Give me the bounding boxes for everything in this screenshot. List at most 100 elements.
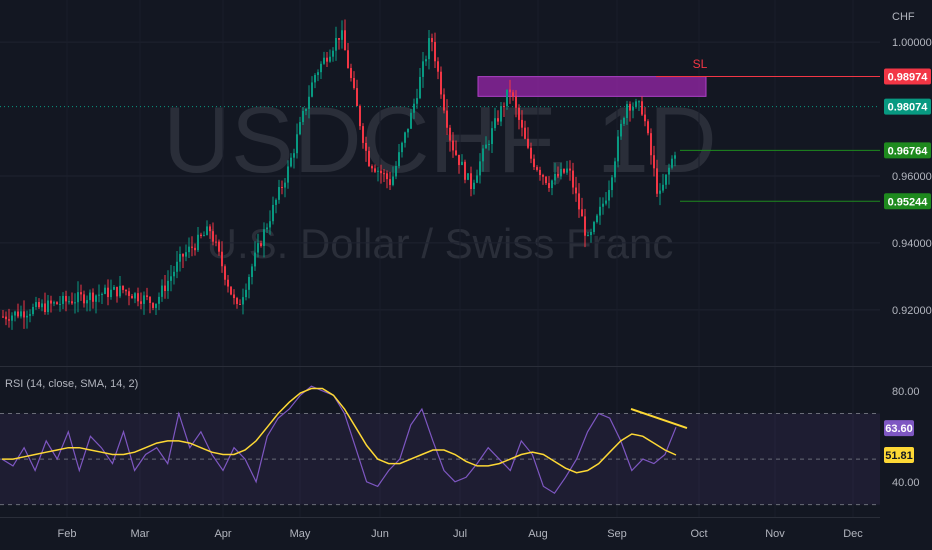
candle-body (638, 101, 640, 103)
rsi-tag-value: 63.60 (885, 423, 913, 435)
time-axis-label: Dec (843, 528, 863, 540)
candle-body (389, 179, 391, 185)
candle-body (188, 246, 190, 253)
price-tag-target2[interactable] (884, 193, 931, 210)
candle-body (602, 203, 604, 207)
candle-body (11, 315, 13, 321)
candle-body (425, 59, 427, 62)
watermark-symbol: USDCHF, 1D (163, 87, 717, 192)
price-tag-target1[interactable] (884, 142, 931, 159)
candle-body (359, 105, 361, 127)
candle-body (533, 158, 535, 168)
time-axis-label: Feb (58, 528, 77, 540)
price-tag-current[interactable] (884, 98, 931, 115)
candle-body (278, 187, 280, 200)
candle-body (89, 292, 91, 301)
candle-body (281, 187, 283, 189)
price-axis: CHF 1.00000 0.96000 0.94000 0.92000 (892, 11, 932, 317)
candle-body (5, 316, 7, 320)
candle-body (353, 78, 355, 89)
candle-body (242, 297, 244, 305)
candle-body (656, 168, 658, 194)
price-axis-currency: CHF (892, 11, 915, 23)
candle-body (131, 295, 133, 299)
candle-body (350, 68, 352, 79)
candle-body (509, 89, 511, 93)
candle-body (308, 96, 310, 109)
candle-body (614, 161, 616, 178)
candle-body (356, 88, 358, 106)
candle-body (86, 300, 88, 304)
resistance-zone-layer (477, 76, 707, 97)
candle-body (674, 155, 676, 159)
candle-body (311, 82, 313, 97)
candle-body (110, 289, 112, 298)
candle-body (428, 38, 430, 60)
candle-body (449, 127, 451, 141)
candle-body (185, 252, 187, 257)
candle-body (107, 287, 109, 298)
price-tag-stop-loss[interactable] (884, 68, 931, 85)
candle-body (14, 311, 16, 316)
resistance-zone-box[interactable] (477, 76, 707, 97)
candle-body (212, 231, 214, 242)
time-axis-label: Nov (765, 528, 785, 540)
candle-body (323, 57, 325, 64)
candle-body (608, 190, 610, 201)
time-axis: Feb Mar Apr May Jun Jul Aug Sep Oct Nov Dec (58, 528, 864, 540)
candle-body (557, 173, 559, 177)
rsi-divergence-line[interactable] (630, 408, 688, 430)
rsi-value-tag[interactable] (884, 420, 914, 437)
price-tag-value: 0.95244 (888, 196, 929, 208)
candle-body (551, 180, 553, 189)
candle-body (326, 57, 328, 62)
candle-body (524, 127, 526, 139)
candle-body (47, 300, 49, 313)
candle-body (416, 98, 418, 104)
candle-body (23, 311, 25, 318)
candle-body (248, 276, 250, 290)
candle-body (539, 169, 541, 176)
candle-body (287, 166, 289, 183)
candle-body (29, 314, 31, 316)
candle-body (32, 306, 34, 315)
rsi-axis: 80.00 40.00 63.60 51.81 (884, 386, 920, 489)
candle-body (8, 319, 10, 321)
candle-body (77, 292, 79, 303)
candle-body (473, 182, 475, 190)
candle-body (341, 30, 343, 40)
candle-body (137, 293, 139, 302)
candle-body (512, 92, 514, 97)
price-tick-label: 0.96000 (892, 171, 932, 183)
candle-body (80, 292, 82, 295)
candle-body (536, 167, 538, 170)
candle-body (611, 177, 613, 191)
price-tick-label: 1.00000 (892, 37, 932, 49)
candle-body (482, 148, 484, 162)
candle-body (362, 126, 364, 143)
candle-body (317, 72, 319, 76)
rsi-ma-value-tag[interactable] (884, 446, 914, 463)
candle-body (254, 252, 256, 267)
candle-body (50, 300, 52, 304)
candle-body (413, 103, 415, 113)
candle-body (542, 175, 544, 177)
candle-body (650, 133, 652, 156)
time-axis-label: May (290, 528, 311, 540)
candle-body (20, 311, 22, 317)
candle-body (113, 286, 115, 290)
candle-body (365, 142, 367, 151)
candle-body (158, 296, 160, 304)
price-tags[interactable]: 0.98974 0.98074 0.96764 0.95244 (884, 68, 931, 210)
candle-body (668, 167, 670, 175)
rsi-indicator-label[interactable]: RSI (14, close, SMA, 14, 2) (5, 378, 138, 390)
candle-body (566, 168, 568, 173)
candle-body (581, 209, 583, 217)
candle-body (179, 253, 181, 262)
candlestick-series (2, 19, 676, 330)
candle-body (269, 221, 271, 228)
candle-body (44, 303, 46, 313)
rsi-ma-line (2, 387, 677, 474)
time-axis-label: Mar (131, 528, 150, 540)
candle-body (446, 110, 448, 128)
